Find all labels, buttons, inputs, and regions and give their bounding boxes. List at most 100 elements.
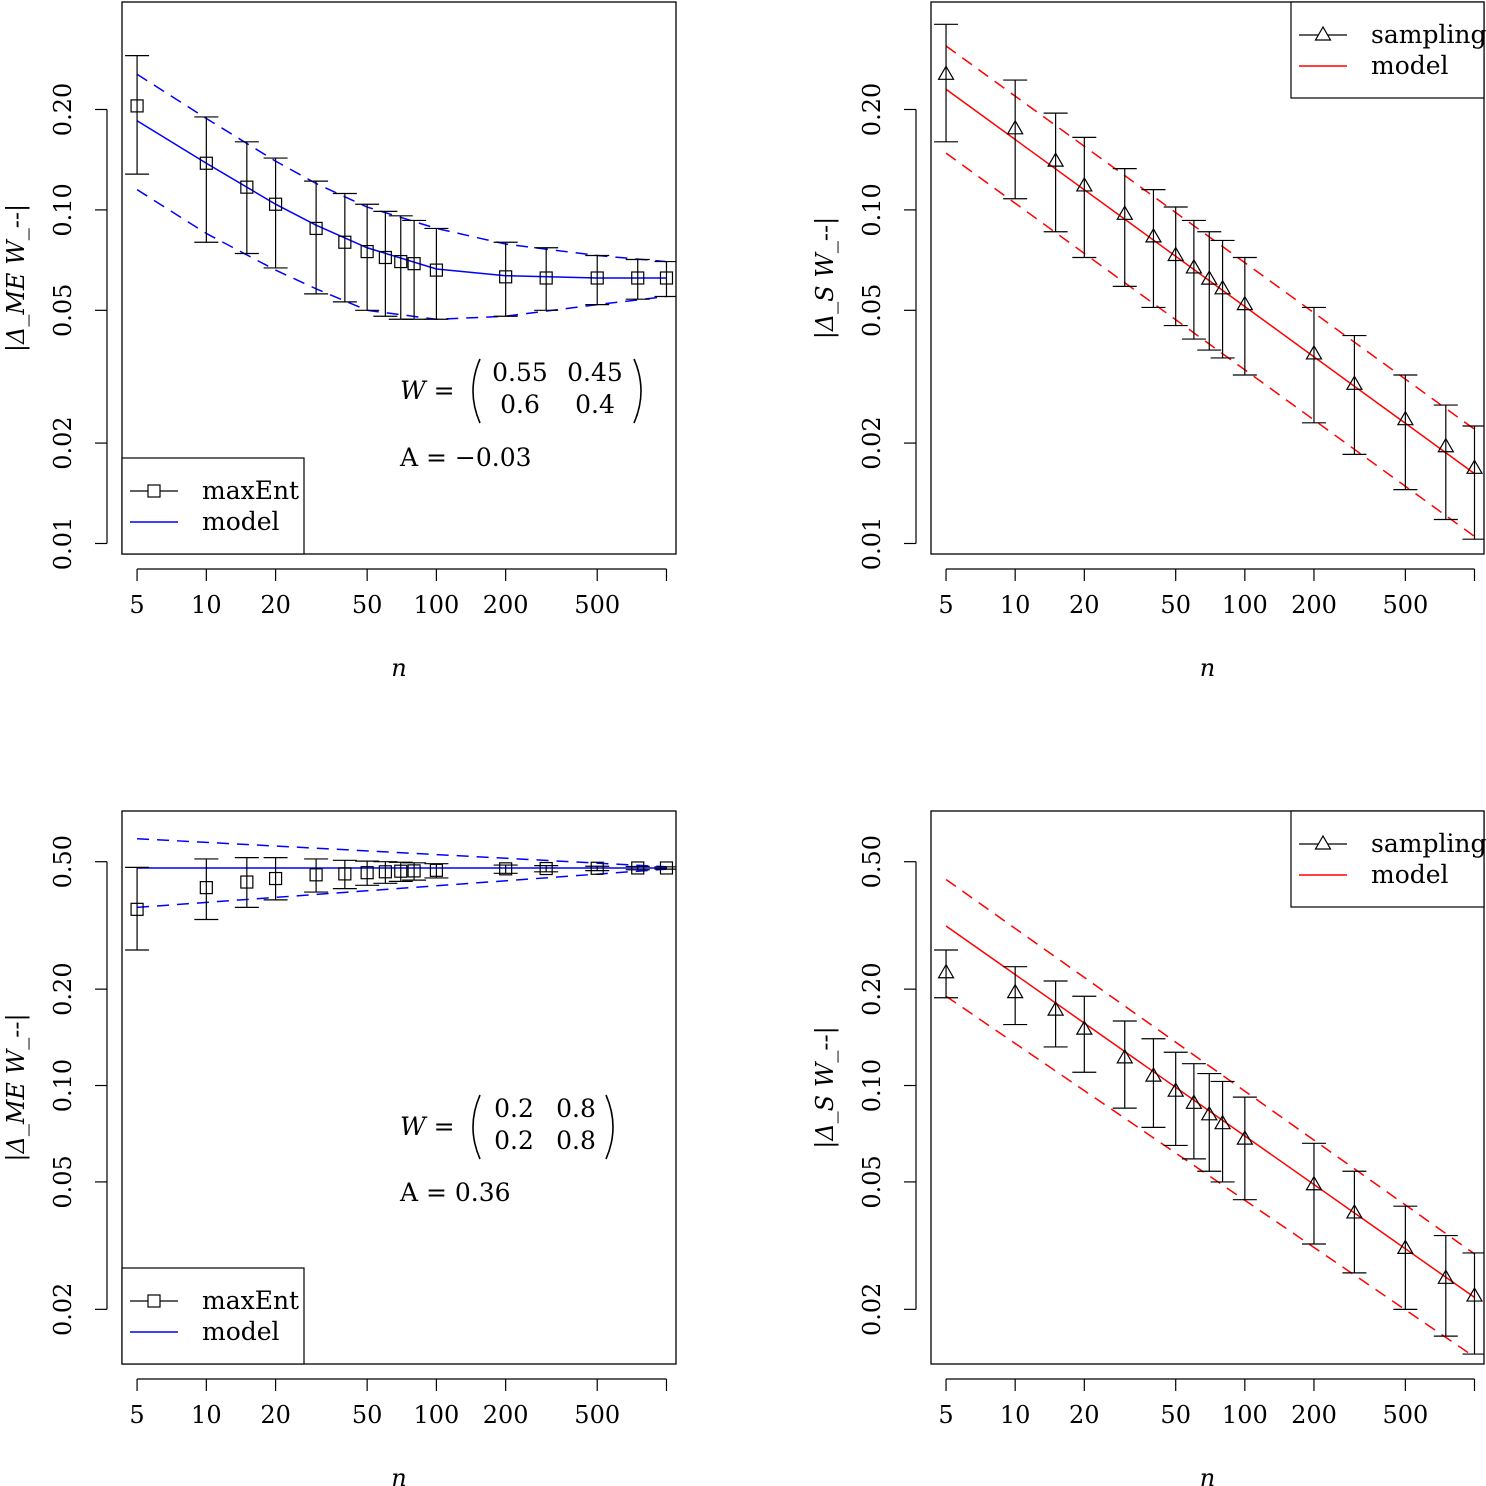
x-axis-title: n (1200, 1464, 1215, 1486)
data-point-triangle (1396, 410, 1414, 426)
matrix-cell: 0.6 (500, 390, 540, 419)
data-point-square (499, 270, 513, 284)
data-point-square (240, 875, 254, 889)
error-bar (934, 23, 959, 143)
matrix-cell: 0.8 (556, 1094, 596, 1123)
error-bar (1141, 1038, 1166, 1128)
data-point-triangle (1345, 1203, 1363, 1219)
matrix-cell: 0.4 (575, 390, 615, 419)
data-point-square (309, 221, 323, 236)
data-point-triangle (1214, 1114, 1232, 1130)
legend-label: model (202, 1317, 280, 1346)
error-bar (1197, 231, 1222, 351)
matrix-paren-right (605, 1094, 614, 1160)
y-axis: 0.02 0.05 0.10 0.20 0.50 (858, 835, 917, 1336)
data-point-triangle (937, 65, 955, 80)
data-point-triangle (1214, 279, 1232, 295)
error-bar (1003, 966, 1028, 1026)
y-tick-label: 0.01 (49, 517, 77, 570)
y-tick-label: 0.02 (49, 1283, 77, 1336)
chart-panel-bottom-right: 5 10 20 50 100 200 500 n 0.02 0.05 0.10 0.20 0.50 |Δ_… (811, 810, 1486, 1486)
data-point-triangle (1185, 1094, 1203, 1109)
x-tick-label: 100 (1222, 1401, 1268, 1429)
matrix-cell: 0.2 (494, 1094, 534, 1123)
error-bar (424, 227, 449, 320)
error-bar (1072, 136, 1097, 259)
data-point-square (378, 250, 392, 265)
data-point-triangle (1437, 437, 1455, 453)
model-upper-band (945, 45, 1475, 430)
legend-swatch-square (147, 484, 161, 498)
plot-frame (121, 1, 677, 555)
chart-panel-top-right: 5 10 20 50 100 200 500 n 0.01 0.02 0.05 0.10 0.20 |Δ_… (811, 1, 1486, 682)
error-bar (1112, 167, 1137, 287)
plot-area (125, 55, 676, 321)
data-point-triangle (1167, 1082, 1185, 1097)
x-tick-label: 20 (260, 591, 291, 619)
data-point-square (268, 871, 283, 886)
data-point-triangle (1047, 1000, 1065, 1016)
data-point-square (130, 99, 144, 113)
error-bar (1393, 374, 1418, 491)
data-point-triangle (1396, 1239, 1414, 1254)
error-bar (234, 856, 259, 908)
matrix-cell: 0.55 (492, 358, 548, 387)
x-tick-label: 500 (574, 591, 620, 619)
data-point-square (130, 902, 144, 916)
x-tick-label: 10 (191, 1401, 222, 1429)
model-upper-band (136, 73, 667, 263)
data-point-square (199, 156, 213, 170)
data-point-triangle (1185, 258, 1203, 274)
x-tick-label: 50 (1160, 591, 1191, 619)
matrix-annotation: W = 0.2 0.8 0.2 0.8 A = 0.36 (399, 1094, 614, 1207)
error-bar (373, 861, 398, 884)
error-bar (585, 865, 610, 872)
y-axis: 0.01 0.02 0.05 0.10 0.20 (49, 83, 108, 570)
data-point-square (499, 862, 513, 876)
data-point-triangle (937, 963, 955, 979)
y-tick-label: 0.20 (858, 962, 886, 1015)
matrix-annotation: W = 0.55 0.45 0.6 0.4 A = −0.03 (399, 358, 642, 472)
data-point-triangle (1305, 1175, 1323, 1191)
a-value-label: A = 0.36 (399, 1178, 511, 1207)
error-bar (1181, 219, 1206, 340)
y-tick-label: 0.02 (858, 1283, 886, 1336)
data-point-triangle (1465, 1286, 1484, 1302)
x-tick-label: 20 (1069, 591, 1100, 619)
y-tick-label: 0.05 (49, 284, 77, 337)
error-bar (1301, 1142, 1326, 1245)
error-bar (263, 157, 288, 269)
error-bar (534, 247, 559, 311)
plot-frame (930, 1, 1485, 555)
x-tick-label: 5 (938, 1401, 953, 1429)
x-tick-label: 50 (1160, 1401, 1191, 1429)
x-tick-label: 200 (1291, 1401, 1337, 1429)
legend-swatch-square (147, 1294, 161, 1308)
error-bar (194, 858, 219, 921)
error-bar (1433, 1234, 1458, 1337)
error-bar (263, 856, 288, 901)
data-point-triangle (1144, 1066, 1162, 1082)
y-tick-label: 0.10 (49, 1059, 77, 1112)
y-axis-title: |Δ_ME W_--| (2, 204, 31, 352)
y-tick-label: 0.20 (49, 962, 77, 1015)
error-bar (625, 258, 650, 300)
error-bar (1197, 1072, 1222, 1172)
data-point-square (360, 244, 374, 259)
model-line (945, 925, 1475, 1298)
data-point-triangle (1075, 176, 1093, 192)
data-point-square (338, 867, 352, 881)
data-point-triangle (1116, 205, 1134, 220)
y-axis: 0.02 0.05 0.10 0.20 0.50 (49, 835, 108, 1336)
data-point-square (394, 864, 408, 878)
x-tick-label: 10 (1000, 591, 1031, 619)
error-bar (585, 254, 610, 306)
x-axis-title: n (391, 1464, 406, 1486)
x-tick-label: 20 (1069, 1401, 1100, 1429)
data-point-triangle (1006, 983, 1024, 999)
error-bar (625, 865, 650, 871)
x-tick-label: 5 (938, 591, 953, 619)
y-tick-label: 0.05 (49, 1155, 77, 1208)
plot-area (934, 878, 1484, 1358)
